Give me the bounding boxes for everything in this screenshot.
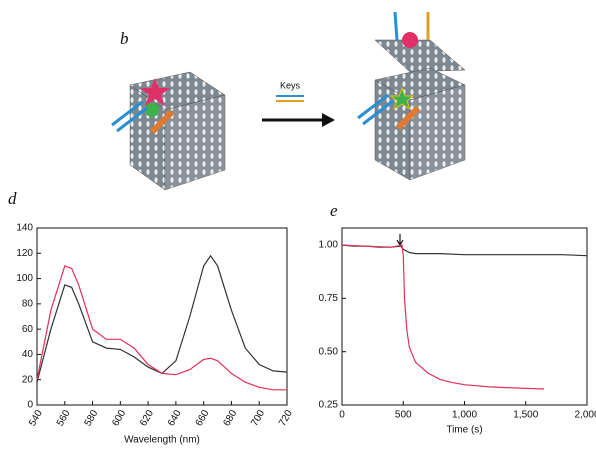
panel-label: d (8, 189, 17, 208)
y-tick-label: 40 (22, 349, 34, 360)
y-tick-label: 20 (22, 374, 34, 385)
x-tick-label: 620 (138, 408, 156, 428)
y-tick-label: 0.25 (319, 400, 339, 411)
x-tick-label: 580 (83, 408, 101, 428)
x-tick-label: 680 (221, 408, 239, 428)
x-tick-label: 0 (339, 410, 345, 421)
x-tick-label: 640 (166, 408, 184, 428)
panel-label: b (120, 29, 129, 48)
x-tick-label: 2,000 (574, 410, 596, 421)
panel-label: e (330, 201, 338, 220)
x-tick-label: 600 (110, 408, 128, 428)
y-tick-label: 80 (22, 298, 34, 309)
y-tick-label: 0.50 (319, 346, 339, 357)
x-tick-label: 660 (194, 408, 212, 428)
series-line (36, 265, 287, 391)
x-axis-label: Wavelength (nm) (124, 435, 200, 446)
event-marker (396, 234, 404, 247)
open-box (357, 11, 466, 181)
x-tick-label: 500 (395, 410, 412, 421)
y-tick-label: 1.00 (319, 240, 339, 251)
x-tick-label: 1,000 (452, 410, 477, 421)
y-tick-label: 0.75 (319, 293, 339, 304)
y-tick-label: 120 (16, 248, 33, 259)
closed-box (111, 71, 226, 191)
y-tick-label: 60 (22, 324, 34, 335)
x-axis-label: Time (s) (446, 425, 482, 436)
arrow-label: Keys (280, 80, 301, 90)
x-tick-label: 700 (249, 408, 267, 428)
arrow (262, 95, 335, 127)
x-tick-label: 540 (27, 408, 45, 428)
x-tick-label: 720 (277, 408, 295, 428)
y-tick-label: 0 (27, 400, 33, 411)
y-tick-label: 140 (16, 223, 33, 234)
y-tick-label: 100 (16, 273, 33, 284)
series-line (341, 244, 545, 390)
plot-frame (36, 227, 288, 406)
x-tick-label: 560 (55, 408, 73, 428)
x-tick-label: 1,500 (513, 410, 538, 421)
